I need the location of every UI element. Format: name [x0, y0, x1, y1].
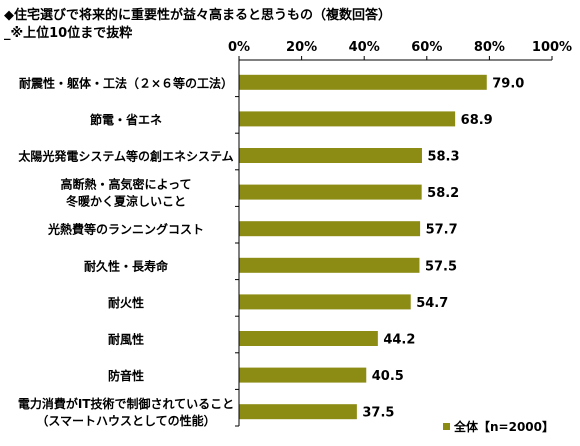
chart-subtitle: _※上位10位まで抜粋 — [4, 26, 133, 41]
category-label: 耐風性 — [108, 332, 144, 347]
data-label: 40.5 — [372, 369, 404, 384]
bar — [239, 367, 367, 383]
category-label: 太陽光発電システム等の創エネシステム — [18, 149, 233, 164]
bar — [239, 184, 422, 200]
bar — [239, 257, 420, 273]
data-label: 79.0 — [492, 76, 524, 91]
x-tick-label: 40% — [349, 40, 380, 55]
data-label: 58.2 — [427, 186, 459, 201]
bar — [239, 294, 411, 310]
data-label: 68.9 — [461, 113, 493, 128]
bar — [239, 221, 421, 237]
category-label: 節電・省エネ — [90, 112, 162, 127]
chart-title: ◆住宅選びで将来的に重要性が益々高まると思うもの（複数回答） — [4, 8, 391, 23]
x-tick-label: 60% — [411, 40, 442, 55]
bar — [239, 74, 487, 90]
bar — [239, 148, 422, 163]
bar — [239, 404, 357, 420]
data-label: 37.5 — [362, 406, 394, 421]
x-tick-label: 20% — [286, 40, 317, 55]
data-label: 57.5 — [425, 259, 457, 274]
x-tick-label: 80% — [474, 40, 505, 55]
data-label: 44.2 — [383, 333, 415, 348]
category-label: 電力消費がIT技術で制御されていること（スマートハウスとしての性能） — [18, 396, 234, 428]
data-label: 58.3 — [427, 150, 459, 165]
bar — [239, 331, 378, 346]
x-tick-label: 100% — [532, 40, 572, 55]
data-label: 57.7 — [426, 223, 458, 238]
category-label: 耐火性 — [108, 295, 144, 310]
bar — [239, 111, 456, 127]
data-label: 54.7 — [416, 296, 448, 311]
legend: 全体【n=2000】 — [443, 418, 554, 435]
category-label: 耐震性・躯体・工法（２×６等の工法） — [19, 75, 233, 90]
x-tick-label: 0% — [228, 40, 250, 55]
legend-label: 全体【n=2000】 — [454, 420, 554, 434]
category-label: 防音性 — [108, 368, 144, 383]
category-label: 光熱費等のランニングコスト — [47, 222, 204, 237]
category-label: 耐久性・長寿命 — [84, 258, 169, 273]
category-label: 高断熱・高気密によって冬暖かく夏涼しいこと — [60, 177, 191, 209]
legend-swatch — [443, 423, 450, 430]
